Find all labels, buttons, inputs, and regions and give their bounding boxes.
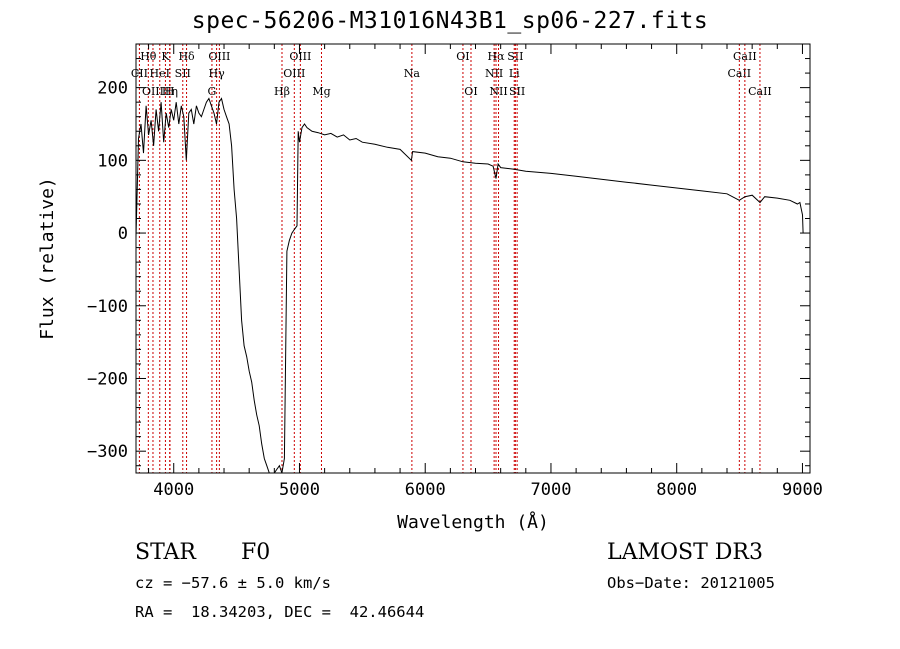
spectrum-line bbox=[135, 97, 804, 474]
line-marker-label: Na bbox=[404, 67, 421, 80]
x-tick-label: 5000 bbox=[279, 480, 320, 500]
y-tick-label: 200 bbox=[97, 79, 128, 99]
line-marker-label: Hβ bbox=[274, 85, 290, 98]
line-marker-label: CaII bbox=[727, 67, 751, 80]
chart-title: spec-56206-M31016N43B1_sp06-227.fits bbox=[191, 8, 709, 34]
y-tick-label: 100 bbox=[97, 151, 128, 171]
survey-label: LAMOST DR3 bbox=[607, 540, 763, 565]
line-marker-label: NII bbox=[485, 67, 503, 80]
line-marker-label: SII bbox=[507, 50, 523, 63]
obs-date-text: Obs−Date: 20121005 bbox=[607, 574, 775, 592]
line-marker-label: CaII bbox=[748, 85, 772, 98]
line-marker-label: OIII bbox=[289, 50, 311, 63]
object-class: STAR bbox=[135, 540, 196, 565]
line-marker-label: K bbox=[161, 50, 170, 63]
line-marker-label: Hα bbox=[487, 50, 505, 63]
line-marker-label: HeI bbox=[150, 67, 170, 80]
object-subclass: F0 bbox=[241, 540, 271, 565]
x-tick-label: 8000 bbox=[656, 480, 697, 500]
x-tick-label: 6000 bbox=[405, 480, 446, 500]
y-tick-label: −100 bbox=[87, 297, 128, 317]
line-marker-label: Hη bbox=[162, 85, 178, 98]
x-tick-label: 7000 bbox=[530, 480, 571, 500]
coordinates-text: RA = 18.34203, DEC = 42.46644 bbox=[135, 603, 425, 621]
y-tick-label: −300 bbox=[87, 442, 128, 462]
y-tick-label: −200 bbox=[87, 369, 128, 389]
redshift-text: cz = −57.6 ± 5.0 km/s bbox=[135, 574, 331, 592]
line-marker-label: OI bbox=[464, 85, 477, 98]
line-marker-label: Hγ bbox=[209, 67, 226, 80]
line-marker-label: Hδ bbox=[178, 50, 195, 63]
line-marker-label: CaII bbox=[733, 50, 757, 63]
line-marker-label: OI bbox=[456, 50, 469, 63]
line-marker-label: NII bbox=[489, 85, 507, 98]
x-tick-label: 4000 bbox=[153, 480, 194, 500]
line-marker-label: Li bbox=[509, 67, 520, 80]
line-marker-label: OIII bbox=[283, 67, 305, 80]
line-marker-label: Hθ bbox=[140, 50, 157, 63]
line-marker-label: SII bbox=[175, 67, 191, 80]
line-marker-label: SII bbox=[509, 85, 525, 98]
line-marker-label: OIII bbox=[208, 50, 230, 63]
line-marker-label: Mg bbox=[312, 85, 330, 98]
y-axis-label: Flux (relative) bbox=[37, 177, 58, 340]
line-marker-label: OIII bbox=[142, 85, 164, 98]
y-tick-label: 0 bbox=[118, 224, 128, 244]
line-marker-label: G bbox=[208, 85, 217, 98]
line-marker-label: H bbox=[165, 85, 175, 98]
x-axis-label: Wavelength (Å) bbox=[397, 511, 549, 533]
x-tick-label: 9000 bbox=[782, 480, 823, 500]
plot-frame bbox=[135, 43, 811, 474]
